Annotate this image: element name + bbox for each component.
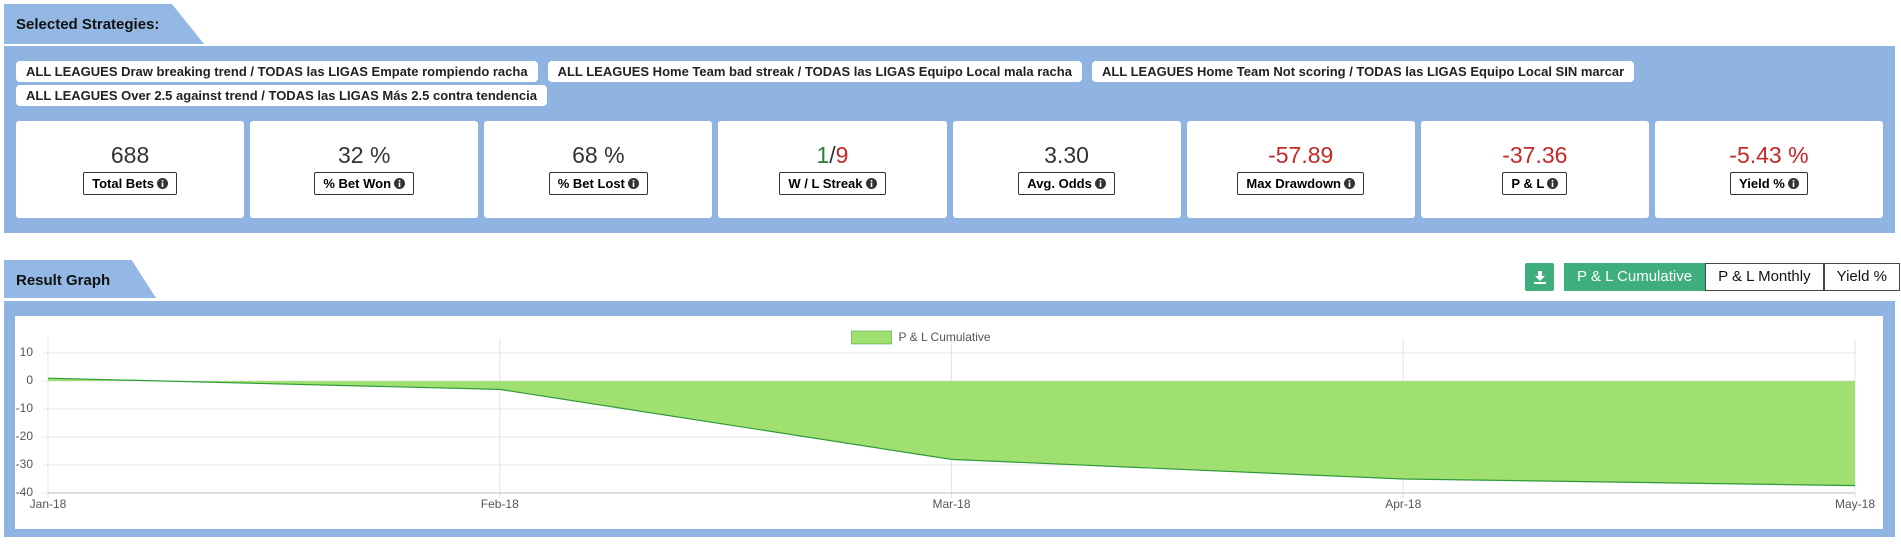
y-tick-label: -40 — [16, 485, 34, 499]
y-tick-label: -20 — [16, 429, 34, 443]
stat-label-text: W / L Streak — [788, 176, 863, 191]
info-icon — [157, 178, 168, 189]
stat-label[interactable]: W / L Streak — [779, 172, 886, 195]
y-tick-label: 0 — [26, 373, 33, 387]
stat-label[interactable]: P & L — [1502, 172, 1568, 195]
info-icon — [1787, 178, 1799, 189]
strategy-tags: ALL LEAGUES Draw breaking trend / TODAS … — [16, 61, 1876, 106]
strategy-tag[interactable]: ALL LEAGUES Over 2.5 against trend / TOD… — [16, 85, 547, 106]
x-tick-label: Jan-18 — [30, 497, 67, 511]
info-icon — [1094, 178, 1106, 189]
stat-value: -37.36 — [1502, 142, 1568, 168]
graph-button[interactable]: P & L Monthly — [1705, 263, 1824, 291]
stat-value: 68 % — [572, 142, 625, 168]
stat-card: 68 % % Bet Lost — [484, 121, 713, 218]
stat-label[interactable]: Total Bets — [83, 172, 177, 195]
area — [48, 378, 1855, 486]
stat-label[interactable]: % Bet Won — [314, 172, 415, 195]
info-icon — [1547, 178, 1559, 189]
graph-button[interactable]: Yield % — [1823, 263, 1900, 291]
download-icon — [1533, 271, 1546, 284]
graph-button[interactable]: P & L Cumulative — [1564, 263, 1706, 291]
stat-cards: 688 Total Bets 32 % % Bet Won 68 % % Bet Lost… — [16, 121, 1883, 218]
strategy-tag[interactable]: ALL LEAGUES Home Team bad streak / TODAS… — [547, 61, 1082, 82]
graph-buttons: P & L Cumulative P & L Monthly Yield % — [1525, 263, 1900, 291]
stat-value: 3.30 — [1044, 142, 1089, 168]
section-tab: Selected Strategies: — [4, 4, 204, 44]
y-tick-label: -30 — [16, 457, 34, 471]
streak-losses: 9 — [835, 142, 849, 168]
streak-wins: 1 — [816, 142, 830, 168]
chart-box: -40 -30 -20 -10 0 10 Jan-18 Feb-18 Mar-18 Apr-18 M… — [15, 316, 1883, 529]
streak-sep: / — [829, 142, 836, 168]
stat-label-text: Avg. Odds — [1027, 176, 1092, 191]
x-tick-label: Mar-18 — [932, 497, 970, 511]
stat-label-text: % Bet Lost — [557, 176, 625, 191]
stat-value: -57.89 — [1268, 142, 1334, 168]
line — [47, 377, 1856, 487]
stat-label-text: Max Drawdown — [1246, 176, 1341, 191]
strategy-tag[interactable]: ALL LEAGUES Home Team Not scoring / TODA… — [1091, 61, 1635, 82]
info-icon — [865, 178, 877, 189]
stat-label[interactable]: Avg. Odds — [1018, 172, 1115, 195]
stat-value: 688 — [110, 142, 150, 168]
stat-label[interactable]: Max Drawdown — [1237, 172, 1364, 195]
stat-card: 32 % % Bet Won — [250, 121, 479, 218]
stat-label[interactable]: Yield % — [1730, 172, 1808, 195]
stat-card: -57.89 Max Drawdown — [1186, 121, 1415, 218]
download-button[interactable] — [1525, 263, 1554, 291]
stat-card: 688 Total Bets — [16, 121, 245, 218]
stat-value: 32 % — [337, 142, 391, 168]
y-tick-label: -10 — [16, 401, 34, 415]
stat-value: 1/9 — [816, 142, 848, 172]
stat-value: -5.43 % — [1729, 142, 1809, 168]
stat-card: 3.30 Avg. Odds — [952, 121, 1181, 218]
chart: -40 -30 -20 -10 0 10 Jan-18 Feb-18 Mar-18 Apr-18 M… — [16, 330, 1876, 511]
x-tick-label: Feb-18 — [481, 497, 519, 511]
stat-label-text: % Bet Won — [323, 176, 392, 191]
stat-label-text: Yield % — [1739, 176, 1785, 191]
info-icon — [394, 178, 406, 189]
x-tick-label: May-18 — [1835, 497, 1875, 511]
y-tick-label: 10 — [20, 345, 34, 359]
info-icon — [627, 178, 639, 189]
x-tick-label: Apr-18 — [1385, 497, 1421, 511]
section-tab: Result Graph — [4, 260, 156, 298]
info-icon — [1344, 178, 1355, 189]
stat-card: -5.43 % Yield % — [1654, 121, 1883, 218]
strategy-tag[interactable]: ALL LEAGUES Draw breaking trend / TODAS … — [16, 61, 538, 82]
legend-label: P & L Cumulative — [899, 330, 991, 344]
stat-card: -37.36 P & L — [1420, 121, 1649, 218]
stat-card: 1/9 W / L Streak — [718, 121, 947, 218]
stat-label-text: Total Bets — [92, 176, 154, 191]
legend-swatch — [851, 330, 892, 345]
stat-label-text: P & L — [1511, 176, 1545, 191]
stat-label[interactable]: % Bet Lost — [548, 172, 648, 195]
